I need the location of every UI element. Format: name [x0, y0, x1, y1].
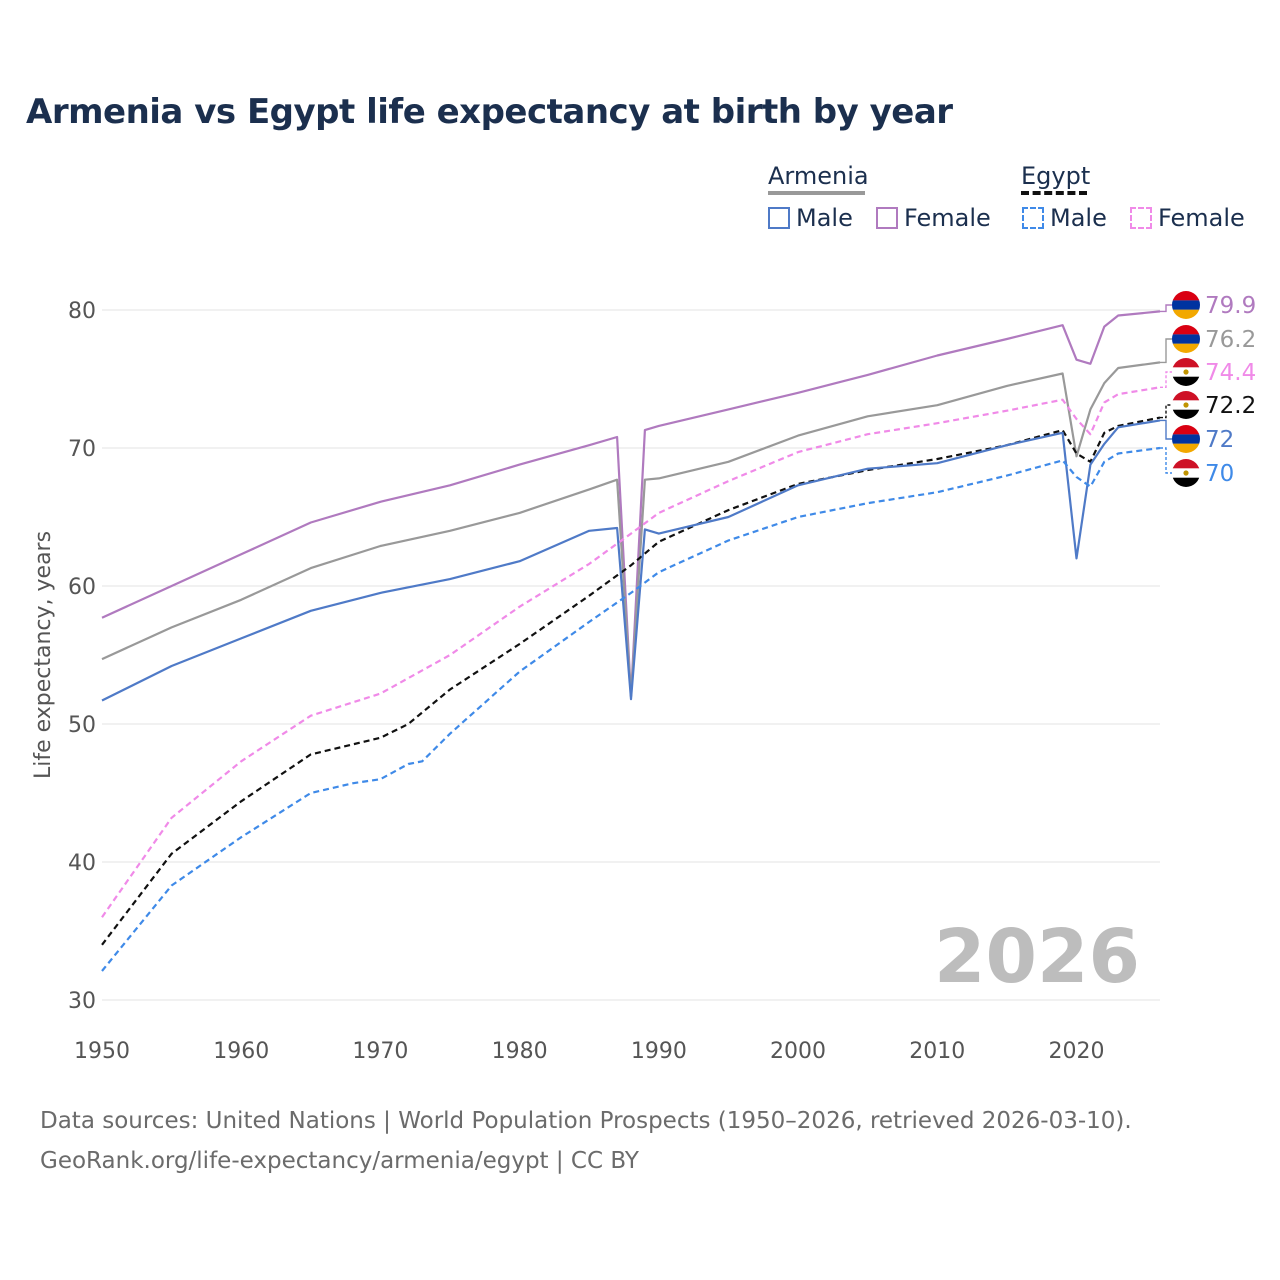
end-label-connector	[1160, 404, 1172, 419]
end-label-connector	[1160, 419, 1172, 440]
end-value-label: 79.9	[1205, 293, 1256, 319]
end-label-connector	[1160, 304, 1172, 313]
series-line-armenia-total	[101, 361, 1161, 698]
egypt-flag-icon	[1172, 358, 1200, 386]
footer-sources: Data sources: United Nations | World Pop…	[40, 1108, 1132, 1134]
legend-group-armenia-line	[768, 191, 865, 195]
y-tick-label: 30	[68, 989, 96, 1014]
legend-group-egypt-line	[1021, 191, 1087, 195]
egypt-flag-icon	[1172, 459, 1200, 487]
legend-swatch-armenia-male	[768, 207, 790, 229]
legend-label-egypt-male: Male	[1050, 204, 1107, 232]
x-axis: 1950 1960 1970 1980 1990 2000 2010 2020	[74, 1039, 1104, 1064]
end-label-armenia-total: 76.2	[1160, 325, 1256, 364]
series-line-armenia-male	[101, 419, 1161, 702]
y-tick-label: 60	[68, 575, 96, 600]
end-labels: 79.9 76.2 74.4 72.2 72 70	[1160, 291, 1256, 487]
x-tick-label: 1990	[631, 1039, 687, 1064]
armenia-flag-icon	[1172, 291, 1200, 319]
legend-label-armenia-male: Male	[796, 204, 853, 232]
x-tick-label: 2000	[770, 1039, 826, 1064]
legend-group-egypt: Egypt	[1021, 162, 1090, 195]
armenia-flag-icon	[1172, 425, 1200, 453]
end-value-label: 70	[1205, 461, 1234, 487]
y-axis: 30 40 50 60 70 80	[68, 299, 96, 1014]
grid-lines	[102, 309, 1160, 1001]
legend-armenia-male[interactable]: Male	[768, 204, 853, 232]
end-value-label: 72.2	[1205, 393, 1256, 419]
legend-group-armenia: Armenia	[768, 162, 869, 195]
armenia-flag-icon	[1172, 325, 1200, 353]
y-tick-label: 40	[68, 851, 96, 876]
x-tick-label: 2020	[1048, 1039, 1104, 1064]
series-lines	[101, 310, 1161, 972]
legend-group-armenia-label: Armenia	[768, 162, 869, 190]
series-line-egypt-male	[101, 446, 1161, 972]
x-tick-label: 1980	[492, 1039, 548, 1064]
legend-egypt-female[interactable]: Female	[1130, 204, 1245, 232]
legend-group-egypt-label: Egypt	[1021, 162, 1091, 190]
x-tick-label: 1950	[74, 1039, 130, 1064]
legend-swatch-egypt-female	[1130, 207, 1152, 229]
series-line-egypt-female	[101, 386, 1161, 918]
y-axis-label: Life expectancy, years	[31, 531, 56, 779]
end-label-armenia-female: 79.9	[1160, 291, 1256, 319]
end-label-egypt-total: 72.2	[1160, 391, 1256, 419]
end-label-connector	[1160, 338, 1172, 364]
legend-label-egypt-female: Female	[1158, 204, 1245, 232]
end-label-connector	[1160, 371, 1172, 388]
x-tick-label: 2010	[909, 1039, 965, 1064]
chart-title: Armenia vs Egypt life expectancy at birt…	[26, 92, 953, 132]
x-tick-label: 1960	[213, 1039, 269, 1064]
series-line-armenia-female	[101, 310, 1161, 698]
end-value-label: 74.4	[1205, 360, 1256, 386]
year-watermark: 2026	[934, 914, 1140, 1000]
egypt-flag-icon	[1172, 391, 1200, 419]
end-label-egypt-female: 74.4	[1160, 358, 1256, 388]
end-value-label: 76.2	[1205, 327, 1256, 353]
life-expectancy-chart: 30 40 50 60 70 80 1950 1960 1970 1980 1990 2000 201…	[31, 291, 1256, 1064]
footer-credit: GeoRank.org/life-expectancy/armenia/egyp…	[40, 1148, 639, 1174]
y-tick-label: 70	[68, 437, 96, 462]
legend-swatch-egypt-male	[1022, 207, 1044, 229]
legend-swatch-armenia-female	[876, 207, 898, 229]
legend-label-armenia-female: Female	[904, 204, 991, 232]
end-label-egypt-male: 70	[1160, 447, 1234, 487]
end-value-label: 72	[1205, 427, 1234, 453]
series-line-egypt-total	[101, 416, 1161, 946]
x-tick-label: 1970	[352, 1039, 408, 1064]
legend-egypt-male[interactable]: Male	[1022, 204, 1107, 232]
y-tick-label: 50	[68, 713, 96, 738]
y-tick-label: 80	[68, 299, 96, 324]
legend-armenia-female[interactable]: Female	[876, 204, 991, 232]
end-label-armenia-male: 72	[1160, 419, 1234, 453]
end-label-connector	[1160, 447, 1172, 474]
